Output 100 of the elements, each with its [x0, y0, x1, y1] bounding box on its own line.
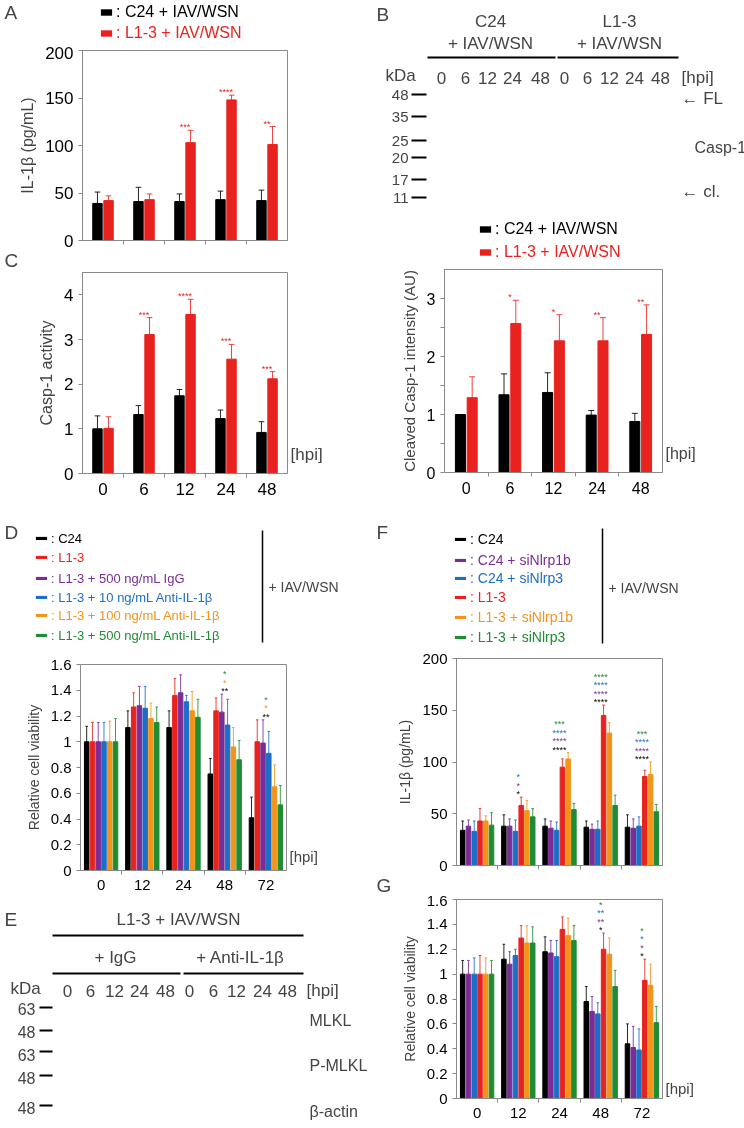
bar [103, 200, 114, 241]
annotation: **** [552, 727, 567, 738]
legend-label: : L1-3 + 100 ng/mL Anti-IL-1β [51, 607, 220, 623]
y-tick-label: 50 [54, 184, 74, 203]
text: ← FL [681, 89, 724, 108]
annotation: **** [634, 745, 650, 756]
text: + Anti-IL-1β [196, 948, 285, 967]
x-tick-label: 48 [257, 479, 277, 499]
text: 12 [227, 981, 246, 1001]
y-tick-label: 1 [64, 419, 74, 439]
y-tick-label: 150 [422, 701, 448, 719]
legend-label: : C24 + IAV/WSN [116, 2, 239, 21]
y-tick-label: 1 [63, 732, 72, 750]
annotation: * [264, 694, 269, 705]
text: [hpi] [681, 68, 714, 87]
x-axis-title: [hpi] [289, 847, 318, 865]
legend-label: : C24 + siNlrp3 [470, 569, 563, 586]
y-tick-label: 1.4 [426, 915, 448, 933]
annotation: * [598, 925, 603, 936]
text: 24 [503, 68, 522, 88]
y-tick-label: 150 [45, 89, 74, 108]
x-tick-label: 48 [631, 479, 650, 497]
text: 48 [651, 68, 670, 88]
annotation: *** [220, 336, 232, 347]
chart-title: A [4, 2, 18, 23]
annotation: *** [179, 122, 191, 133]
annotation: *** [261, 363, 273, 374]
legend-label: : L1-3 + 500 ng/mL IgG [51, 570, 185, 586]
text: 48 [391, 85, 409, 103]
annotation: **** [593, 671, 609, 682]
legend-label: : L1-3 + siNlrp1b [470, 608, 574, 625]
annotation: * [640, 951, 645, 962]
bar [585, 414, 597, 473]
text: [hpi] [306, 981, 339, 1000]
text: 11 [392, 188, 409, 206]
legend-label: : C24 [470, 530, 504, 547]
x-tick-label: 12 [133, 875, 151, 893]
y-tick-label: 1.6 [50, 655, 72, 673]
x-tick-label: 12 [544, 479, 563, 497]
text: + IAV/WSN [447, 34, 534, 53]
text: ← cl. [681, 182, 721, 201]
text: 12 [478, 68, 497, 88]
bar [483, 820, 489, 866]
annotation: * [640, 934, 645, 945]
x-tick-label: 72 [257, 875, 275, 893]
legend-label: : L1-3 + IAV/WSN [495, 242, 621, 261]
x-tick-label: 48 [592, 1103, 610, 1121]
y-tick-label: 200 [45, 43, 74, 63]
bar [583, 826, 590, 866]
bar [454, 414, 466, 473]
y-tick-label: 0.4 [426, 1039, 448, 1057]
text: 6 [460, 68, 471, 88]
annotation: *** [138, 309, 150, 320]
x-tick-label: 72 [633, 1103, 651, 1121]
annotation: **** [634, 737, 650, 747]
x-tick-label: 12 [509, 1103, 527, 1121]
x-tick-label: 48 [216, 875, 234, 893]
annotation: ** [221, 686, 229, 697]
x-tick-label: 24 [588, 479, 607, 497]
text: 6 [85, 981, 96, 1001]
y-tick-label: 200 [422, 649, 448, 667]
legend-label: : L1-3 + siNlrp3 [470, 628, 566, 645]
x-tick-label: 24 [175, 875, 192, 893]
annotation: * [222, 677, 227, 688]
text: kDa [10, 979, 42, 998]
y-tick-label: 1.2 [426, 940, 448, 958]
text: 6 [582, 68, 593, 88]
legend-label: : L1-3 + 500 ng/mL Anti-IL-1β [51, 627, 220, 643]
x-tick-label: 0 [98, 479, 108, 499]
text: 35 [391, 107, 409, 125]
legend-label: : L1-3 [51, 549, 85, 565]
legend-label: : L1-3 + 10 ng/mL Anti-IL-1β [51, 589, 213, 605]
text: 24 [625, 68, 644, 88]
y-tick-label: 0.2 [50, 835, 72, 853]
text: + IAV/WSN [268, 578, 339, 595]
annotation: * [598, 899, 603, 910]
annotation: **** [593, 688, 609, 699]
x-axis-title: [hpi] [665, 444, 696, 462]
text: 48 [278, 981, 297, 1001]
text: 48 [156, 981, 175, 1001]
x-tick-label: 24 [216, 479, 236, 499]
annotation: ** [262, 711, 270, 722]
y-tick-label: 2 [64, 375, 74, 395]
annotation: * [640, 925, 645, 936]
bar [144, 199, 155, 241]
y-tick-label: 0 [426, 464, 436, 482]
y-tick-label: 3 [64, 330, 74, 350]
annotation: * [516, 789, 521, 800]
text: 63 [17, 1000, 36, 1018]
y-axis-title: Cleaved Casp-1 intensity (AU) [400, 270, 418, 472]
annotation: **** [552, 736, 567, 747]
text: 0 [559, 68, 570, 88]
y-tick-label: 0 [64, 464, 74, 484]
text: 48 [17, 1069, 36, 1087]
chart-title: D [4, 522, 19, 543]
text: + IAV/WSN [576, 34, 663, 53]
text: L1-3 [602, 12, 637, 31]
annotation: ** [637, 296, 645, 307]
annotation: * [508, 292, 513, 303]
chart-title: C [4, 250, 19, 271]
